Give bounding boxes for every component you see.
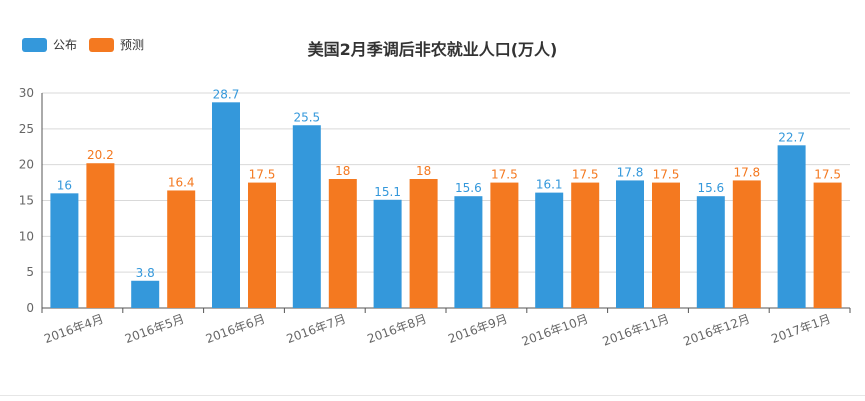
chart-title: 美国2月季调后非农就业人口(万人)	[307, 40, 558, 59]
y-tick-label-0: 0	[26, 301, 34, 315]
x-tick-label-8: 2016年12月	[681, 312, 751, 349]
legend-swatch-published	[22, 37, 47, 52]
y-tick-label-5: 25	[19, 122, 34, 136]
bar-forecast-3	[328, 179, 357, 308]
data-label-forecast-6: 17.5	[572, 168, 599, 182]
x-tick-label-0: 2016年4月	[42, 312, 105, 346]
bar-published-7	[616, 180, 644, 308]
bar-forecast-5	[490, 182, 519, 308]
bar-published-0	[50, 193, 79, 308]
bar-published-9	[777, 145, 806, 308]
bar-forecast-1	[167, 190, 196, 308]
y-tick-label-2: 10	[19, 229, 34, 243]
x-tick-label-2: 2016年6月	[204, 312, 267, 346]
data-label-published-1: 3.8	[136, 266, 155, 280]
y-tick-label-3: 15	[19, 194, 34, 208]
data-label-forecast-0: 20.2	[87, 148, 114, 162]
legend-item-forecast[interactable]: 预测	[89, 36, 144, 53]
data-label-forecast-3: 18	[335, 164, 350, 178]
data-label-forecast-5: 17.5	[491, 168, 518, 182]
x-tick-label-1: 2016年5月	[123, 312, 186, 346]
bar-published-5	[454, 196, 483, 308]
bar-forecast-2	[248, 182, 276, 308]
data-label-published-2: 28.7	[213, 87, 240, 101]
x-tick-label-5: 2016年9月	[446, 312, 509, 346]
data-label-published-9: 22.7	[778, 130, 805, 144]
x-tick-label-9: 2017年1月	[769, 312, 832, 346]
bar-published-3	[292, 125, 321, 308]
data-label-published-8: 15.6	[697, 181, 724, 195]
data-label-forecast-7: 17.5	[653, 168, 680, 182]
data-label-forecast-8: 17.8	[733, 165, 760, 179]
y-tick-label-6: 30	[19, 86, 34, 100]
data-label-published-7: 17.8	[617, 165, 644, 179]
x-tick-label-4: 2016年8月	[365, 312, 428, 346]
bar-forecast-6	[571, 182, 600, 308]
data-label-forecast-4: 18	[416, 164, 431, 178]
legend-label-forecast: 预测	[120, 38, 145, 52]
data-label-forecast-2: 17.5	[249, 168, 276, 182]
y-tick-label-4: 20	[19, 158, 34, 172]
bar-forecast-4	[409, 179, 438, 308]
legend-swatch-forecast	[89, 37, 115, 52]
data-label-published-4: 15.1	[374, 185, 401, 199]
bar-forecast-0	[86, 163, 115, 308]
data-label-published-3: 25.5	[293, 110, 320, 124]
data-label-published-0: 16	[57, 178, 72, 192]
data-label-published-6: 16.1	[536, 178, 563, 192]
x-tick-label-6: 2016年10月	[520, 312, 590, 349]
bar-published-6	[535, 192, 564, 308]
bar-published-8	[696, 196, 725, 308]
bar-forecast-9	[813, 182, 842, 308]
bar-published-4	[373, 199, 402, 308]
data-label-published-5: 15.6	[455, 181, 482, 195]
legend: 公布 预测	[22, 36, 156, 53]
y-tick-label-1: 5	[26, 265, 34, 279]
bar-published-1	[131, 280, 160, 308]
data-label-forecast-9: 17.5	[814, 168, 841, 182]
x-tick-label-3: 2016年7月	[285, 312, 348, 346]
x-tick-label-7: 2016年11月	[601, 312, 671, 349]
footer-divider	[0, 395, 865, 396]
data-label-forecast-1: 16.4	[168, 175, 195, 189]
legend-label-published: 公布	[53, 38, 78, 52]
bar-forecast-7	[652, 182, 680, 308]
legend-item-published[interactable]: 公布	[22, 36, 77, 53]
bar-forecast-8	[732, 180, 761, 308]
bar-published-2	[212, 102, 240, 308]
